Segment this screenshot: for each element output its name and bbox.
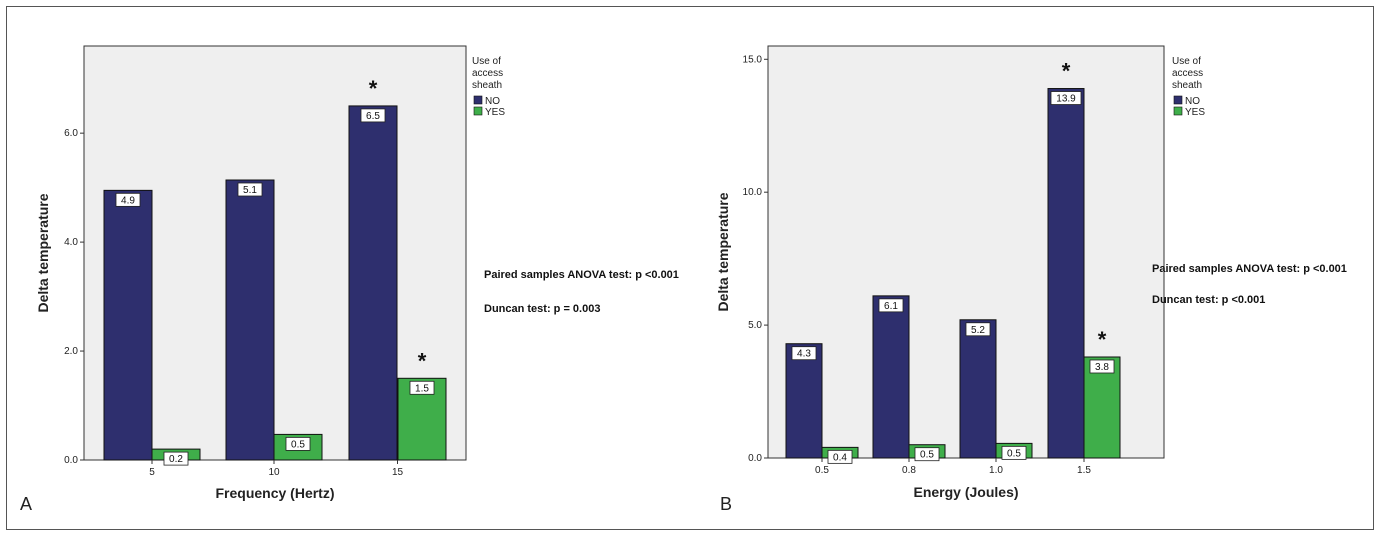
bar-no	[1047, 88, 1085, 459]
bar-no	[959, 319, 997, 459]
legend-title: Use of	[1172, 56, 1201, 67]
data-label: 6.5	[366, 111, 380, 122]
test-annotation: Paired samples ANOVA test: p <0.001	[1152, 263, 1347, 275]
y-tick-label: 0.0	[64, 455, 78, 466]
significance-star: *	[418, 348, 427, 373]
y-tick-label: 5.0	[748, 320, 762, 331]
test-annotation: Duncan test: p = 0.003	[484, 303, 600, 315]
data-label: 3.8	[1095, 362, 1109, 373]
data-label: 0.2	[169, 454, 183, 465]
data-label: 5.2	[971, 325, 985, 336]
data-label: 0.5	[920, 450, 934, 461]
legend-label-yes: YES	[1185, 107, 1205, 118]
x-axis-title: Energy (Joules)	[913, 484, 1018, 500]
legend-title: access	[1172, 68, 1203, 79]
legend-title: sheath	[472, 80, 502, 91]
data-label-box	[237, 182, 263, 197]
significance-star: *	[1062, 59, 1071, 84]
x-tick-label: 0.8	[902, 465, 916, 476]
data-label-box	[285, 436, 311, 451]
data-label: 4.9	[121, 195, 135, 206]
data-label-box	[163, 451, 189, 466]
bar-no	[225, 179, 275, 461]
data-label: 1.5	[415, 383, 429, 394]
data-label-box	[914, 447, 940, 462]
legend-title: Use of	[472, 56, 501, 67]
bar-no	[103, 189, 153, 461]
legend-swatch-no	[473, 95, 483, 105]
data-label: 4.3	[797, 349, 811, 360]
legend-title: access	[472, 68, 503, 79]
data-label-box	[791, 346, 817, 361]
legend-label-yes: YES	[485, 107, 505, 118]
data-label-box	[115, 192, 141, 207]
x-tick-label: 1.0	[989, 465, 1003, 476]
bar-no	[785, 343, 823, 459]
significance-star: *	[369, 76, 378, 101]
data-label-box	[409, 380, 435, 395]
x-tick-label: 15	[392, 467, 404, 478]
legend-swatch-yes	[473, 106, 483, 116]
data-label-box	[1050, 91, 1082, 105]
x-axis-title: Frequency (Hertz)	[215, 485, 334, 501]
panel-letter: A	[20, 494, 32, 514]
data-label-box	[360, 108, 386, 123]
bar-no	[348, 105, 398, 461]
data-label: 0.5	[1007, 448, 1021, 459]
legend-title: sheath	[1172, 80, 1202, 91]
test-annotation: Paired samples ANOVA test: p <0.001	[484, 269, 679, 281]
legend-label-no: NO	[485, 96, 500, 107]
data-label: 6.1	[884, 301, 898, 312]
data-label: 0.5	[291, 439, 305, 450]
data-label-box	[1001, 445, 1027, 460]
bar-no	[872, 295, 910, 459]
y-tick-label: 2.0	[64, 346, 78, 357]
y-tick-label: 6.0	[64, 128, 78, 139]
data-label: 5.1	[243, 185, 257, 196]
x-tick-label: 10	[268, 467, 280, 478]
x-tick-label: 1.5	[1077, 465, 1091, 476]
data-label: 0.4	[833, 452, 847, 463]
x-tick-label: 5	[149, 467, 155, 478]
legend-swatch-yes	[1173, 106, 1183, 116]
y-axis-title: Delta temperature	[35, 193, 51, 312]
test-annotation: Duncan test: p <0.001	[1152, 294, 1265, 306]
panel-letter: B	[720, 494, 732, 514]
y-tick-label: 4.0	[64, 237, 78, 248]
y-tick-label: 15.0	[743, 54, 763, 65]
data-label: 13.9	[1056, 94, 1076, 105]
x-tick-label: 0.5	[815, 465, 829, 476]
data-label-box	[878, 298, 904, 313]
legend-label-no: NO	[1185, 96, 1200, 107]
y-tick-label: 10.0	[743, 187, 763, 198]
figure-frame	[6, 6, 1374, 530]
data-label-box	[965, 322, 991, 337]
significance-star: *	[1098, 327, 1107, 352]
y-axis-title: Delta temperature	[715, 192, 731, 311]
y-tick-label: 0.0	[748, 453, 762, 464]
data-label-box	[827, 449, 853, 464]
bar-yes	[1083, 356, 1121, 459]
legend-swatch-no	[1173, 95, 1183, 105]
data-label-box	[1089, 359, 1115, 374]
